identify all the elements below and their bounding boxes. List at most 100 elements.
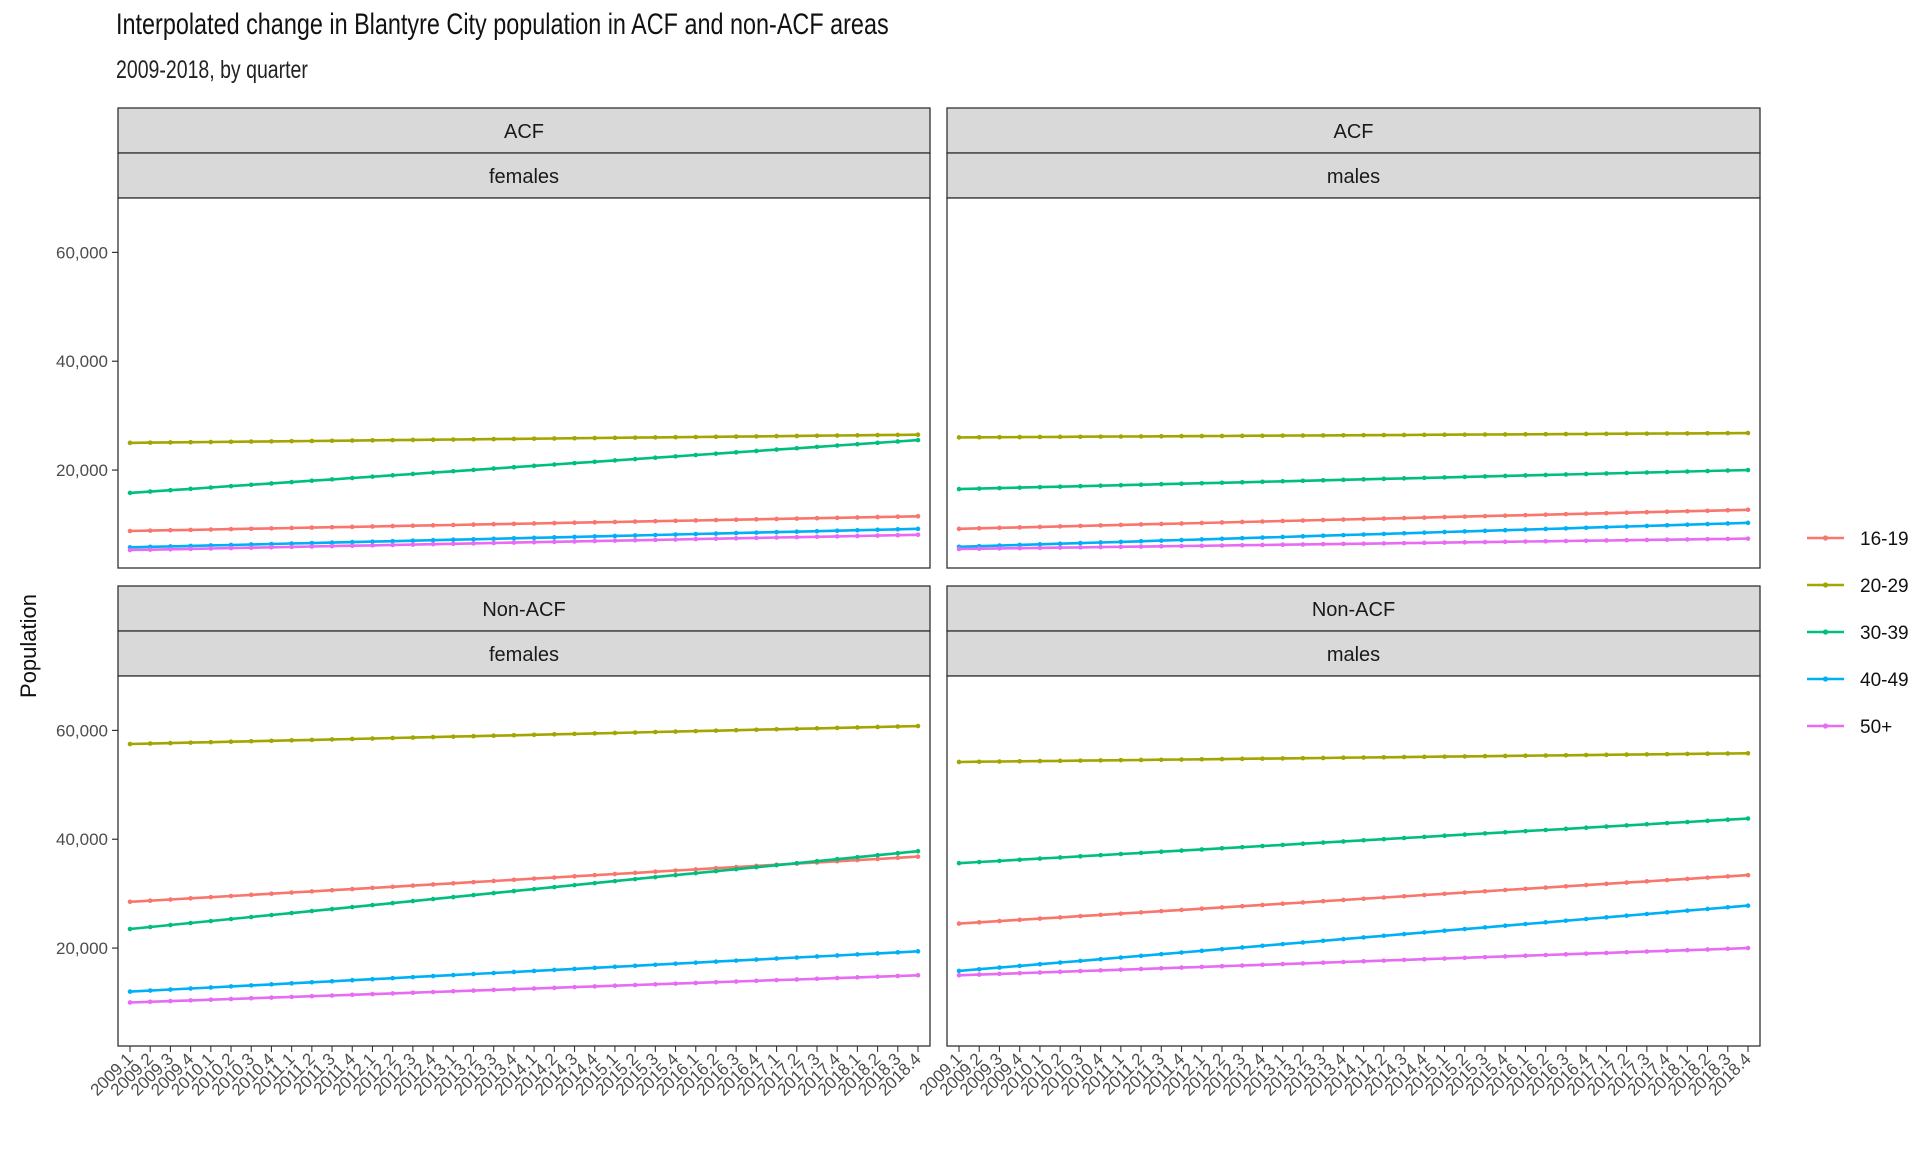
data-point-20-29 <box>1239 433 1245 439</box>
data-point-16-19 <box>1462 514 1468 519</box>
data-point-50+ <box>1199 543 1205 549</box>
data-point-40-49 <box>531 968 537 974</box>
data-point-16-19 <box>834 515 840 521</box>
facet-strip-sex <box>117 152 931 199</box>
data-point-16-19 <box>430 882 436 887</box>
data-point-50+ <box>269 545 274 550</box>
data-point-20-29 <box>1442 754 1447 759</box>
data-point-20-29 <box>1138 757 1144 763</box>
data-point-40-49 <box>1098 956 1103 962</box>
data-point-30-39 <box>1624 470 1629 476</box>
data-point-40-49 <box>188 986 193 991</box>
data-point-40-49 <box>855 527 860 533</box>
data-point-30-39 <box>1624 823 1629 828</box>
data-point-30-39 <box>976 859 982 865</box>
data-point-40-49 <box>572 534 577 540</box>
data-point-30-39 <box>855 854 860 860</box>
data-point-50+ <box>430 989 436 995</box>
data-point-20-29 <box>1624 752 1629 757</box>
data-point-30-39 <box>1361 837 1366 843</box>
data-point-30-39 <box>1401 835 1407 841</box>
data-point-16-19 <box>915 854 921 859</box>
data-point-40-49 <box>1118 955 1124 960</box>
data-point-20-29 <box>370 736 375 741</box>
data-point-20-29 <box>895 724 901 729</box>
data-point-50+ <box>1138 966 1144 972</box>
data-point-16-19 <box>471 522 476 527</box>
data-point-30-39 <box>1239 844 1245 850</box>
data-point-50+ <box>1563 538 1569 544</box>
data-point-16-19 <box>1320 517 1326 523</box>
data-point-40-49 <box>1199 537 1205 542</box>
data-point-16-19 <box>1239 903 1245 909</box>
data-point-16-19 <box>309 525 315 530</box>
data-point-40-49 <box>370 976 375 982</box>
data-point-30-39 <box>552 462 557 467</box>
data-point-40-49 <box>1543 526 1548 532</box>
data-point-16-19 <box>370 885 375 891</box>
data-point-50+ <box>895 973 901 979</box>
data-point-30-39 <box>450 894 456 900</box>
data-point-30-39 <box>693 452 699 458</box>
data-point-20-29 <box>1381 432 1387 438</box>
data-point-30-39 <box>552 884 557 890</box>
series-line-20-29 <box>129 433 919 445</box>
data-point-30-39 <box>1604 824 1609 829</box>
data-point-20-29 <box>309 737 315 743</box>
data-point-16-19 <box>1462 890 1468 895</box>
data-point-50+ <box>390 991 395 996</box>
data-point-20-29 <box>1482 432 1488 437</box>
legend-key-point <box>1822 676 1829 682</box>
data-point-40-49 <box>875 951 880 956</box>
data-point-50+ <box>1361 541 1366 546</box>
data-point-50+ <box>208 546 214 551</box>
data-point-16-19 <box>410 523 416 529</box>
data-point-20-29 <box>1159 433 1164 439</box>
data-point-20-29 <box>471 436 476 442</box>
data-point-30-39 <box>309 478 315 484</box>
data-point-20-29 <box>713 728 719 733</box>
data-point-16-19 <box>1745 507 1751 513</box>
data-point-50+ <box>1745 536 1751 541</box>
data-point-16-19 <box>1017 525 1022 530</box>
data-point-16-19 <box>572 874 577 879</box>
data-point-40-49 <box>1300 534 1306 539</box>
data-point-20-29 <box>430 734 436 740</box>
data-point-16-19 <box>592 520 598 525</box>
facet-panel-acf-females: ACF females 20,000 40,000 60,000 <box>56 107 931 569</box>
data-point-50+ <box>410 542 416 547</box>
series-line-30-39 <box>958 817 1749 865</box>
data-point-50+ <box>1138 544 1144 549</box>
data-point-16-19 <box>1442 891 1447 897</box>
legend-label: 30-39 <box>1860 623 1909 644</box>
data-point-20-29 <box>1300 433 1306 438</box>
data-point-30-39 <box>1219 846 1225 851</box>
data-point-20-29 <box>1422 754 1427 760</box>
data-point-30-39 <box>147 924 153 930</box>
data-point-40-49 <box>592 534 598 539</box>
data-point-16-19 <box>1057 524 1063 529</box>
data-point-40-49 <box>1442 928 1447 934</box>
data-point-20-29 <box>1381 754 1387 760</box>
data-point-20-29 <box>491 733 496 739</box>
data-point-40-49 <box>1037 542 1043 547</box>
data-point-16-19 <box>1543 512 1548 517</box>
data-point-30-39 <box>1401 476 1407 481</box>
y-tick-label: 40,000 <box>56 352 108 371</box>
data-point-16-19 <box>1583 511 1589 516</box>
data-point-40-49 <box>1159 951 1164 957</box>
series-line-40-49 <box>958 904 1749 973</box>
data-point-40-49 <box>997 965 1002 970</box>
data-point-40-49 <box>754 530 759 535</box>
data-point-40-49 <box>168 987 173 992</box>
data-point-50+ <box>1341 959 1346 965</box>
data-point-40-49 <box>511 536 517 541</box>
data-point-16-19 <box>1118 911 1124 916</box>
data-point-40-49 <box>572 966 577 972</box>
data-point-20-29 <box>329 438 335 444</box>
data-point-40-49 <box>269 982 274 987</box>
facet-strip-sex-label: males <box>1327 644 1380 666</box>
data-point-16-19 <box>915 514 921 519</box>
data-point-40-49 <box>1037 961 1043 967</box>
data-point-20-29 <box>289 738 294 743</box>
